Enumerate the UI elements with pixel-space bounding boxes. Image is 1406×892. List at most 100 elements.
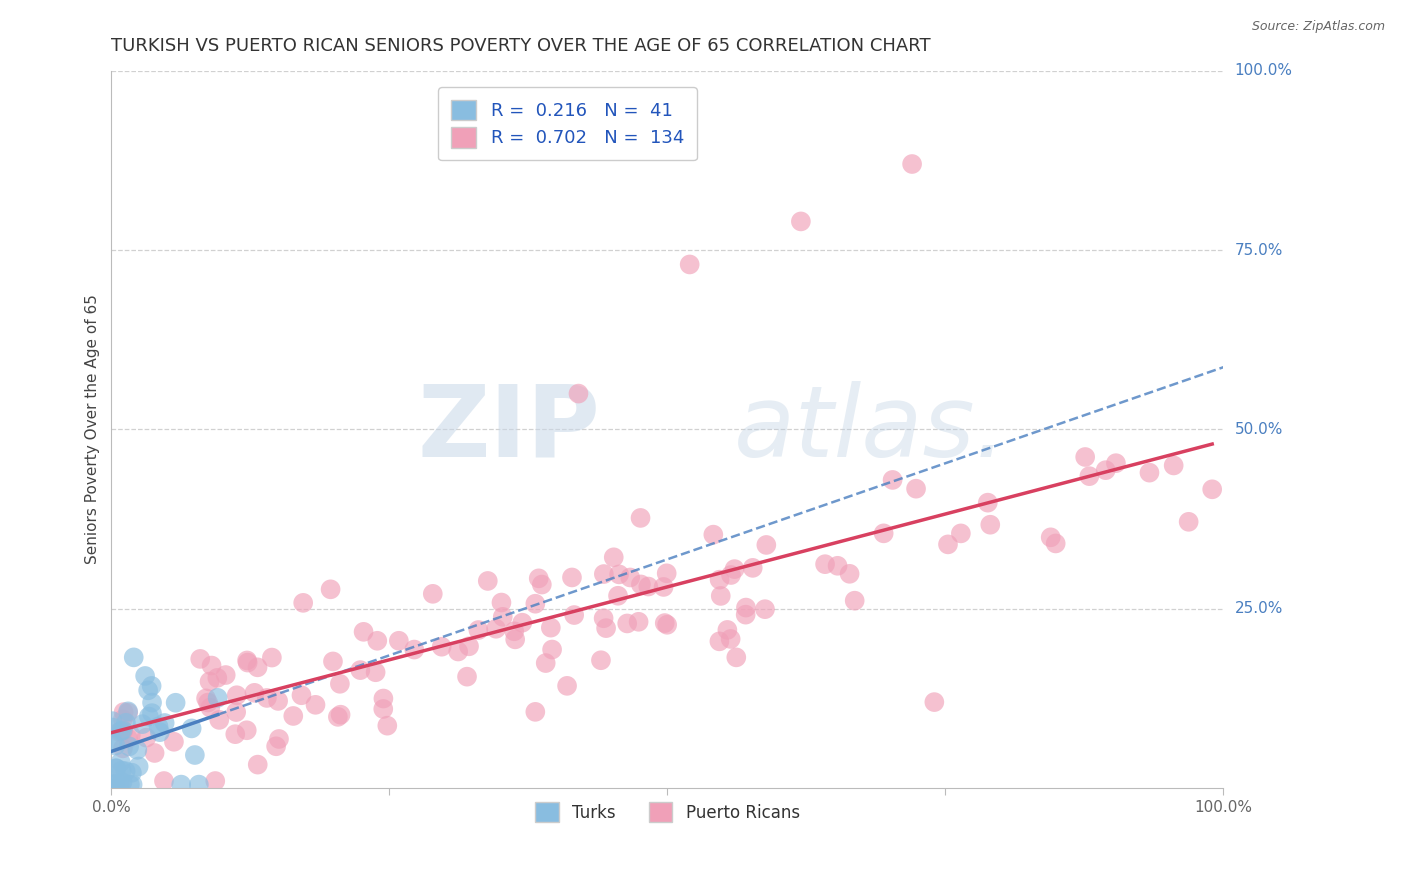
- Point: [128, 759, 150, 773]
- Point: [872, 526, 894, 541]
- Point: [111, 741, 134, 756]
- Point: [138, 709, 160, 723]
- Point: [458, 640, 481, 654]
- Point: [236, 656, 259, 670]
- Point: [467, 623, 489, 637]
- Point: [447, 644, 470, 658]
- Point: [485, 622, 508, 636]
- Point: [679, 257, 702, 271]
- Point: [702, 527, 724, 541]
- Point: [195, 691, 218, 706]
- Point: [814, 557, 837, 571]
- Point: [607, 589, 630, 603]
- Point: [720, 632, 742, 646]
- Point: [329, 677, 352, 691]
- Point: [110, 724, 132, 739]
- Point: [127, 743, 149, 757]
- Point: [153, 716, 176, 731]
- Point: [292, 596, 315, 610]
- Point: [319, 582, 342, 597]
- Point: [477, 574, 499, 588]
- Point: [422, 587, 444, 601]
- Point: [725, 650, 748, 665]
- Point: [1139, 466, 1161, 480]
- Point: [979, 517, 1001, 532]
- Point: [163, 735, 186, 749]
- Point: [108, 778, 131, 792]
- Point: [118, 739, 141, 754]
- Point: [260, 650, 283, 665]
- Legend: Turks, Puerto Ricans: Turks, Puerto Ricans: [527, 794, 808, 830]
- Point: [141, 679, 163, 693]
- Point: [924, 695, 946, 709]
- Text: atlas.: atlas.: [734, 381, 1008, 478]
- Point: [595, 621, 617, 635]
- Point: [949, 526, 972, 541]
- Point: [101, 721, 124, 735]
- Point: [243, 686, 266, 700]
- Point: [456, 670, 478, 684]
- Point: [236, 653, 259, 667]
- Point: [215, 668, 238, 682]
- Point: [562, 608, 585, 623]
- Point: [290, 688, 312, 702]
- Point: [283, 709, 305, 723]
- Point: [373, 702, 395, 716]
- Point: [131, 717, 153, 731]
- Point: [111, 723, 134, 738]
- Point: [1105, 456, 1128, 470]
- Point: [592, 567, 614, 582]
- Point: [503, 632, 526, 647]
- Point: [204, 774, 226, 789]
- Point: [527, 571, 550, 585]
- Point: [105, 761, 128, 775]
- Point: [256, 690, 278, 705]
- Point: [117, 731, 139, 746]
- Point: [117, 706, 139, 720]
- Point: [503, 624, 526, 639]
- Point: [1177, 515, 1199, 529]
- Point: [136, 683, 159, 698]
- Point: [111, 775, 134, 789]
- Text: Source: ZipAtlas.com: Source: ZipAtlas.com: [1251, 20, 1385, 33]
- Text: 100.0%: 100.0%: [1234, 63, 1292, 78]
- Point: [790, 214, 813, 228]
- Point: [555, 679, 578, 693]
- Point: [592, 611, 614, 625]
- Point: [755, 538, 778, 552]
- Point: [616, 616, 638, 631]
- Point: [225, 688, 247, 702]
- Point: [120, 728, 142, 742]
- Point: [607, 567, 630, 582]
- Point: [267, 731, 290, 746]
- Point: [530, 577, 553, 591]
- Point: [652, 580, 675, 594]
- Point: [188, 652, 211, 666]
- Point: [936, 537, 959, 551]
- Point: [619, 570, 641, 584]
- Point: [264, 739, 287, 754]
- Point: [366, 633, 388, 648]
- Y-axis label: Seniors Poverty Over the Age of 65: Seniors Poverty Over the Age of 65: [86, 294, 100, 565]
- Point: [200, 658, 222, 673]
- Point: [430, 640, 453, 654]
- Point: [115, 715, 138, 730]
- Point: [224, 727, 246, 741]
- Point: [364, 665, 387, 680]
- Point: [630, 577, 652, 591]
- Point: [491, 595, 513, 609]
- Text: 75.0%: 75.0%: [1234, 243, 1282, 258]
- Point: [101, 777, 124, 791]
- Point: [122, 650, 145, 665]
- Point: [373, 691, 395, 706]
- Text: TURKISH VS PUERTO RICAN SENIORS POVERTY OVER THE AGE OF 65 CORRELATION CHART: TURKISH VS PUERTO RICAN SENIORS POVERTY …: [111, 37, 931, 55]
- Point: [148, 719, 170, 733]
- Point: [104, 778, 127, 792]
- Point: [716, 623, 738, 637]
- Point: [121, 765, 143, 780]
- Point: [754, 602, 776, 616]
- Point: [322, 655, 344, 669]
- Point: [734, 607, 756, 622]
- Point: [105, 761, 128, 775]
- Point: [524, 597, 547, 611]
